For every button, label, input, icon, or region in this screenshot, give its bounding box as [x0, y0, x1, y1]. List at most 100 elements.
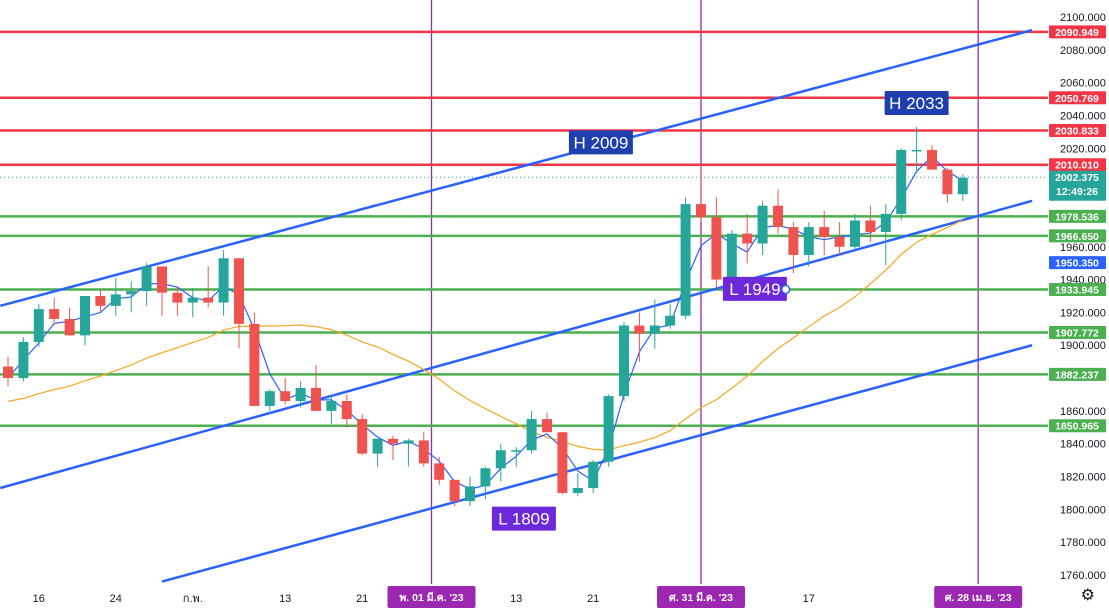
candle [3, 356, 13, 387]
annotation-label: L 1809 [498, 510, 549, 529]
time-tick-label: 21 [356, 593, 368, 605]
level-price-label: 1850.965 [1055, 421, 1099, 433]
level-price-label: 2010.010 [1055, 160, 1099, 172]
ma-fast-line [7, 155, 964, 490]
price-tick-label: 2060.000 [1060, 78, 1106, 90]
candle [526, 410, 537, 454]
candle [64, 307, 75, 336]
candle-body [33, 309, 44, 342]
level-price-label-bg [1049, 229, 1106, 243]
candle-body [696, 204, 706, 218]
current-price-label-timer: 12:49:26 [1056, 186, 1098, 198]
candle-body [326, 401, 337, 411]
candle [742, 213, 753, 264]
level-price-label-bg [1049, 25, 1106, 39]
time-marker-bg [657, 586, 745, 608]
candle [572, 473, 583, 497]
candle-body [157, 266, 167, 293]
candle-body [726, 233, 737, 280]
candle-body [742, 233, 753, 244]
annotation-box [722, 276, 787, 301]
candle-body [526, 419, 537, 451]
time-tick-label: 13 [510, 593, 522, 605]
channel-line [0, 199, 1033, 490]
candle [680, 197, 691, 319]
candle-body [680, 204, 691, 316]
candle [264, 389, 275, 411]
candle [403, 438, 414, 467]
gear-icon[interactable]: ⚙ [1080, 585, 1095, 604]
candle-body [649, 325, 660, 334]
candle-body [773, 205, 783, 228]
annotation-label: L 1949 [729, 280, 780, 299]
level-price-label: 2050.769 [1055, 93, 1099, 105]
candle [511, 446, 522, 467]
candle-body [372, 438, 383, 454]
time-marker-label: ศ. 31 มี.ค. '23 [669, 591, 733, 604]
time-marker-label: พ. 01 มี.ค. '23 [399, 591, 463, 604]
candle-body [403, 440, 414, 444]
candle-body [572, 488, 583, 493]
candle [434, 456, 445, 485]
time-tick-label: 21 [587, 593, 599, 605]
time-axis: 16 24 ก.พ. 13 21 13 21 17 พ. 01 มี.ค. '23 ศ. 31 ม… [33, 586, 1023, 608]
candle [33, 304, 44, 347]
level-price-label: 2030.833 [1055, 126, 1099, 138]
plot-area[interactable] [0, 0, 1048, 584]
candle-body [634, 325, 645, 334]
candle [495, 443, 506, 482]
candle-body [880, 213, 891, 232]
candle [588, 460, 599, 493]
candle-body [788, 227, 799, 255]
candle [542, 412, 552, 433]
candle-body [234, 258, 244, 324]
candle-body [110, 294, 121, 306]
candle [834, 222, 845, 255]
time-tick-label: ก.พ. [183, 593, 203, 605]
candle [896, 148, 907, 221]
candle-body [665, 315, 676, 326]
level-price-label-bg [1049, 158, 1106, 172]
candle-body [495, 450, 506, 469]
candle [95, 289, 106, 313]
price-tick-label: 1800.000 [1060, 504, 1106, 516]
candle-body [418, 440, 429, 464]
level-price-label: 1882.237 [1055, 369, 1099, 381]
candle [649, 299, 660, 349]
candle [280, 378, 291, 405]
candle-body [834, 236, 845, 247]
candle [773, 189, 783, 234]
candle [480, 466, 491, 500]
candle-body [187, 297, 198, 303]
candle [295, 381, 306, 408]
candle [311, 364, 321, 411]
level-price-label-bg [1049, 209, 1106, 223]
price-tick-label: 1960.000 [1060, 242, 1106, 254]
candle-body [542, 419, 552, 433]
time-marker-label: ศ. 28 เม.ย. '23 [945, 592, 1012, 604]
candle [634, 312, 645, 362]
candle [372, 438, 383, 467]
candle-body [865, 220, 876, 232]
candle [157, 266, 167, 316]
current-price-label-bg [1049, 170, 1106, 201]
level-price-label-bg [1049, 419, 1106, 433]
candle [603, 394, 614, 467]
candle-body [803, 227, 814, 255]
candle-body [819, 227, 830, 237]
candle [388, 435, 398, 461]
candle-body [911, 149, 922, 152]
candle-body [957, 177, 968, 195]
channel-line [0, 28, 1033, 308]
candle [911, 126, 922, 173]
level-price-label: 2090.949 [1055, 27, 1099, 39]
candle [557, 432, 568, 495]
candle-body [280, 391, 291, 402]
price-tick-label: 2040.000 [1060, 110, 1106, 122]
candle [218, 250, 229, 316]
candle-body [449, 479, 460, 502]
candle-body [357, 419, 368, 454]
candle-body [49, 309, 60, 319]
level-price-label-bg [1049, 283, 1106, 297]
